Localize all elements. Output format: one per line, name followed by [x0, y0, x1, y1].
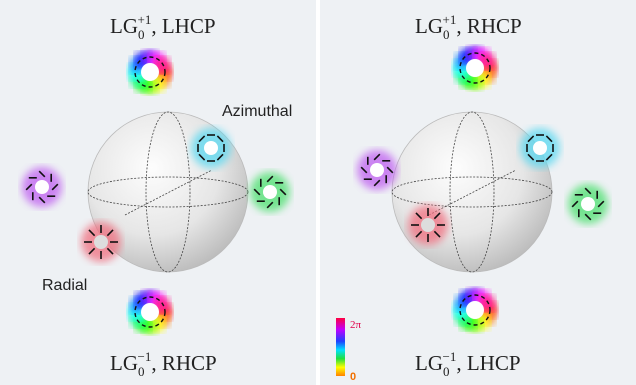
core — [533, 141, 547, 155]
pol: , RHCP — [456, 14, 521, 38]
core — [35, 180, 49, 194]
core — [581, 197, 595, 211]
sub: 0 — [138, 27, 145, 42]
pol: , LHCP — [151, 14, 215, 38]
core — [370, 163, 384, 177]
core — [466, 59, 484, 77]
sub: 0 — [443, 364, 450, 379]
core — [466, 301, 484, 319]
azimuthal-label: Azimuthal — [222, 103, 292, 120]
sup: −1 — [138, 349, 152, 364]
sup: +1 — [443, 12, 457, 27]
figure: LG0+1, LHCP LG0−1, RHCP LG0+1, RHCP LG0−… — [0, 0, 636, 385]
beam — [408, 205, 448, 245]
base: LG — [415, 351, 443, 375]
core — [204, 141, 218, 155]
beam — [568, 184, 608, 224]
colorbar-min: 0 — [350, 371, 356, 383]
top-label: LG0+1, RHCP — [415, 12, 522, 42]
bottom-label: LG0−1, LHCP — [415, 349, 521, 379]
beam — [250, 172, 290, 212]
beam — [81, 222, 121, 262]
base: LG — [415, 14, 443, 38]
sub: 0 — [443, 27, 450, 42]
base: LG — [110, 14, 138, 38]
core — [421, 218, 435, 232]
pol: , LHCP — [456, 351, 520, 375]
beam — [520, 128, 560, 168]
top-label: LG0+1, LHCP — [110, 12, 216, 42]
beam — [191, 128, 231, 168]
core — [263, 185, 277, 199]
core — [141, 63, 159, 81]
sup: +1 — [138, 12, 152, 27]
beam — [357, 150, 397, 190]
base: LG — [110, 351, 138, 375]
sub: 0 — [138, 364, 145, 379]
beam — [22, 167, 62, 207]
colorbar-max: 2π — [350, 319, 362, 331]
radial-label: Radial — [42, 277, 87, 294]
pol: , RHCP — [151, 351, 216, 375]
bottom-label: LG0−1, RHCP — [110, 349, 217, 379]
core — [94, 235, 108, 249]
colorbar — [336, 318, 345, 376]
core — [141, 303, 159, 321]
sup: −1 — [443, 349, 457, 364]
